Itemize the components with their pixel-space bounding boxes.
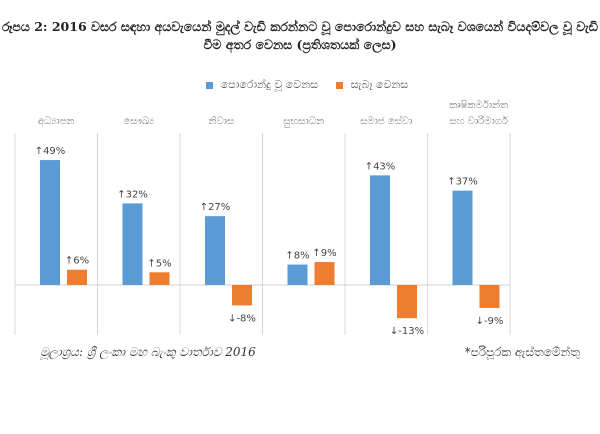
category-label: සුභසාධන — [283, 116, 324, 127]
data-label: ↑9% — [312, 248, 336, 259]
data-label: ↑37% — [447, 177, 478, 188]
bar-actual — [232, 285, 252, 306]
data-label: ↓-13% — [390, 326, 424, 337]
legend: පොරොන්දු වූ වෙනස සැබෑ වෙනස — [0, 78, 600, 92]
category-label: අධ්‍යාපන — [38, 116, 75, 127]
bar-actual — [149, 272, 170, 285]
bar-actual — [314, 262, 335, 285]
category-label: සහ වාරිමාර්ග — [450, 115, 508, 127]
category-label: සමාජ සේවා — [360, 114, 412, 127]
data-label: ↓-8% — [228, 313, 256, 324]
bar-promised — [452, 190, 473, 285]
legend-label-actual: සැබෑ වෙනස — [350, 78, 409, 91]
bar-actual — [67, 269, 87, 285]
legend-swatch-actual — [335, 81, 343, 89]
category-label: නිවාස — [208, 116, 234, 127]
footnote: *පරිපූරක ඇස්තමේන්තු — [464, 345, 580, 359]
bar-promised — [40, 160, 60, 285]
data-label: ↑43% — [365, 161, 396, 172]
bar-actual — [479, 285, 500, 308]
data-label: ↑8% — [285, 251, 309, 262]
chart-title: රූපය 2: 2016 වසර සඳහා අයවැයෙන් මුදල් වැඩ… — [1, 19, 599, 52]
source-note: මූලාශ්‍රය: ශ්‍රී ලංකා මහ බැංකු වාර්තාව 2… — [40, 345, 256, 359]
bar-promised — [122, 203, 143, 285]
data-label: ↑5% — [147, 258, 171, 269]
bar-promised — [205, 216, 225, 285]
data-label: ↑32% — [117, 189, 148, 200]
data-label: ↑27% — [200, 202, 231, 213]
legend-label-promised: පොරොන්දු වූ වෙනස — [220, 78, 319, 91]
legend-swatch-promised — [205, 81, 213, 89]
bar-actual — [397, 285, 417, 319]
data-label: ↓-9% — [476, 316, 504, 327]
category-label: කෘෂිකර්මාන්ත — [449, 98, 508, 111]
data-label: ↑6% — [65, 256, 89, 267]
bar-promised — [370, 175, 390, 285]
data-label: ↑49% — [35, 146, 66, 157]
category-label: සෞඛ්‍ය — [123, 116, 154, 127]
bar-promised — [287, 264, 308, 285]
